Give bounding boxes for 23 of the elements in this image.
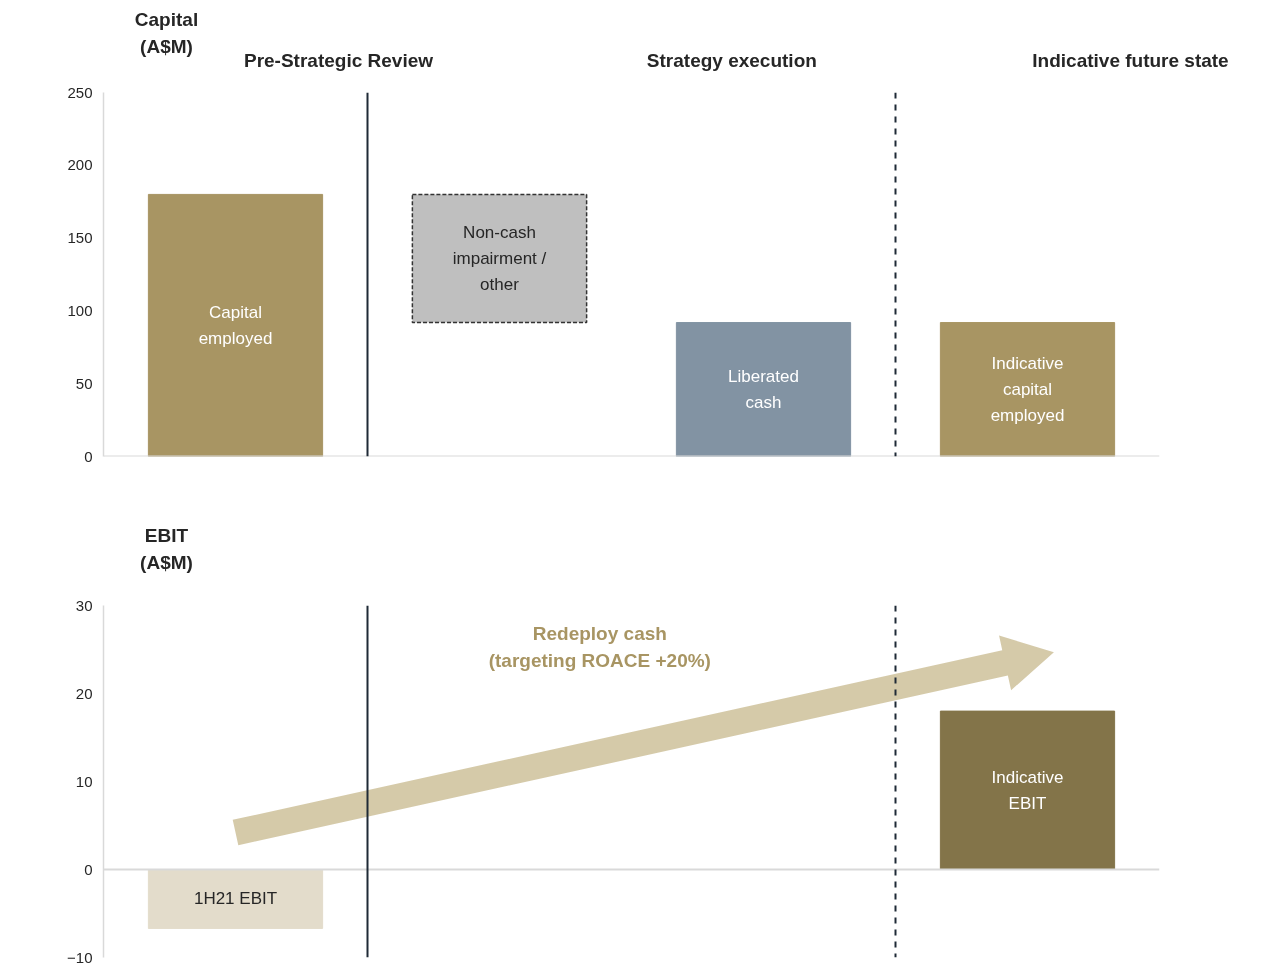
x-tick-label: Indicative EBIT bbox=[991, 767, 1064, 813]
y-tick-label: 150 bbox=[67, 229, 93, 247]
x-tick-label: Non-cash impairment / other bbox=[452, 223, 547, 294]
y-tick-label: 0 bbox=[84, 447, 93, 465]
x-tick-label: 1H21 EBIT bbox=[193, 889, 278, 909]
y-tick-label: 250 bbox=[67, 83, 93, 101]
y-tick-label: 50 bbox=[75, 374, 93, 392]
text: Strategy execution bbox=[646, 50, 817, 72]
y-tick-label: 30 bbox=[75, 596, 93, 614]
y-tick-label: −10 bbox=[67, 948, 93, 966]
x-tick-label: Liberated cash bbox=[728, 367, 799, 412]
annotation: Redeploy cash (targeting ROACE +20%) bbox=[488, 622, 711, 672]
text: Indicative future state bbox=[1032, 50, 1229, 72]
y-tick-label: 20 bbox=[75, 684, 93, 702]
x-tick-label: Capital employed bbox=[198, 303, 273, 348]
text: Pre-Strategic Review bbox=[243, 50, 434, 72]
y-tick-label: 0 bbox=[84, 860, 93, 878]
x-tick-label: Indicative capital employed bbox=[990, 354, 1065, 425]
y-tick-label: 200 bbox=[67, 156, 93, 174]
y-axis-title: Capital (A$M) bbox=[134, 9, 199, 58]
y-tick-label: 10 bbox=[75, 772, 93, 790]
y-tick-label: 100 bbox=[67, 301, 93, 319]
y-axis-title: EBIT (A$M) bbox=[140, 524, 193, 573]
